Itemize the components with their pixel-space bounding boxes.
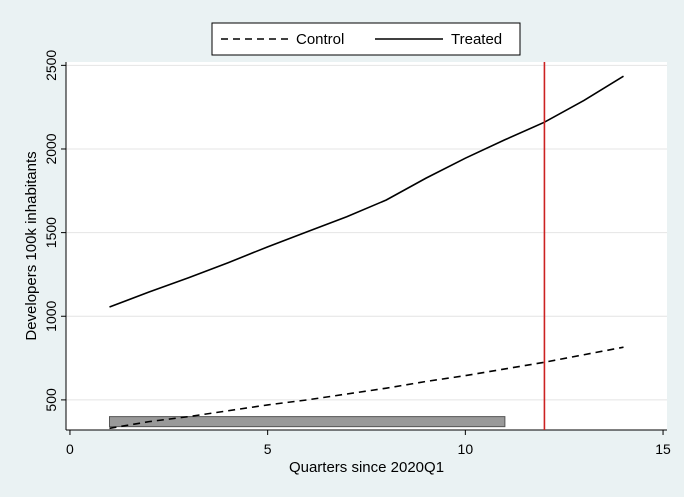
x-tick-label: 10 bbox=[458, 441, 474, 457]
x-tick-label: 5 bbox=[264, 441, 272, 457]
x-axis-title: Quarters since 2020Q1 bbox=[289, 459, 444, 476]
legend-label-treated: Treated bbox=[451, 31, 502, 48]
shaded-period-bar bbox=[108, 416, 506, 428]
series-line-control bbox=[109, 346, 624, 430]
x-tick-label: 0 bbox=[66, 441, 74, 457]
y-tick-label: 2000 bbox=[43, 133, 59, 164]
plot-area bbox=[66, 62, 667, 430]
legend-label-control: Control bbox=[296, 31, 344, 48]
x-tick-label: 15 bbox=[655, 441, 671, 457]
y-tick-label: 1000 bbox=[43, 300, 59, 331]
y-axis-title: Developers 100k inhabitants bbox=[23, 151, 40, 340]
y-tick-label: 500 bbox=[43, 388, 59, 412]
y-tick-label: 2500 bbox=[43, 50, 59, 81]
legend-box bbox=[211, 22, 521, 56]
series-line-treated bbox=[109, 75, 624, 308]
y-tick-label: 1500 bbox=[43, 217, 59, 248]
